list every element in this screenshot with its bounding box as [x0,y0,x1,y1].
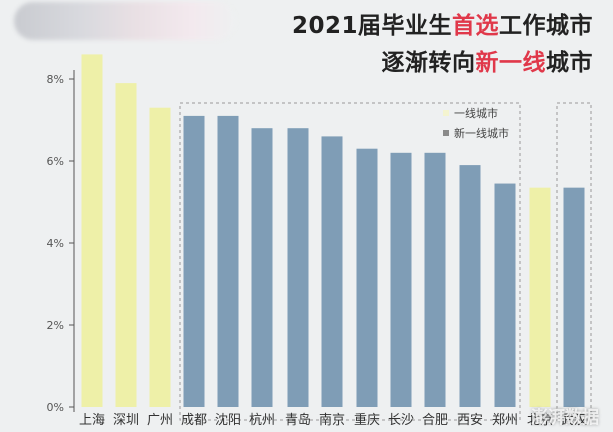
x-tick-label: 重庆 [354,412,380,428]
y-tick-label: 2% [47,319,64,332]
title-text: 2021届毕业生 [291,13,452,39]
y-tick-label: 0% [47,401,64,414]
title-text: 城市 [546,50,593,76]
x-tick-label: 成都 [181,413,207,428]
x-tick-label: 沈阳 [215,413,241,428]
legend-label: 一线城市 [454,106,498,120]
bar-重庆 [356,148,378,407]
bar-上海 [81,54,103,408]
bar-郑州 [494,183,516,407]
legend-swatch [443,110,449,116]
bar-深圳 [115,83,137,407]
x-tick-label: 武汉 [561,413,587,428]
title-text: 逐渐转向 [381,50,476,76]
bar-武汉 [563,187,585,407]
bar-广州 [149,107,171,407]
x-tick-label: 青岛 [285,412,311,428]
x-tick-label: 北京 [527,413,553,428]
bar-青岛 [287,128,309,407]
x-tick-label: 郑州 [492,413,518,428]
legend-label: 新一线城市 [454,126,509,140]
bar-长沙 [390,152,412,407]
bar-合肥 [424,152,446,407]
legend-swatch [443,130,449,136]
bar-成都 [183,115,205,408]
x-tick-label: 西安 [457,413,483,428]
blurred-header-graphic [14,2,236,40]
bar-南京 [321,136,343,407]
title-line-1: 2021届毕业生首选工作城市 [292,6,593,40]
x-tick-label: 深圳 [113,413,139,428]
watermark: 澎湃数据 [531,408,599,428]
x-tick-label: 长沙 [388,413,414,428]
title-line-2: 逐渐转向新一线城市 [382,43,594,77]
y-tick-label: 4% [47,237,64,250]
bar-西安 [459,165,481,407]
x-tick-label: 南京 [319,412,345,428]
new-first-tier-group-box [556,102,592,421]
x-tick-label: 广州 [147,413,173,428]
bar-杭州 [251,128,273,407]
y-tick-label: 6% [47,155,64,168]
y-tick-label: 8% [47,73,64,86]
title-text: 工作城市 [499,13,593,39]
title-highlight: 新一线 [475,50,546,76]
x-tick-label: 上海 [79,413,105,428]
new-first-tier-group-box [179,102,521,421]
x-tick-label: 杭州 [249,413,275,428]
x-tick-label: 合肥 [422,413,448,428]
bar-北京 [529,187,551,407]
bar-沈阳 [217,115,239,408]
title-highlight: 首选 [452,13,499,39]
